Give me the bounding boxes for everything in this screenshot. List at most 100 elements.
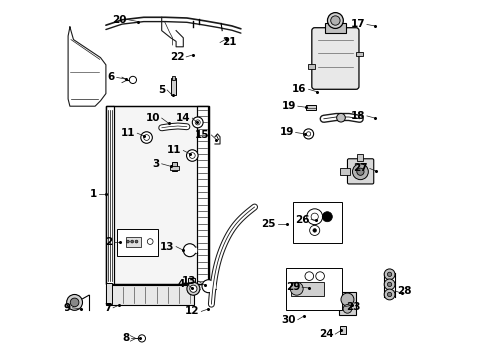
Circle shape	[189, 153, 195, 158]
FancyBboxPatch shape	[347, 159, 373, 184]
Circle shape	[384, 279, 394, 290]
Bar	[106, 285, 194, 305]
Circle shape	[386, 272, 391, 276]
Wedge shape	[208, 284, 215, 288]
Circle shape	[386, 282, 391, 287]
Text: 8: 8	[122, 333, 129, 343]
Text: 28: 28	[396, 286, 410, 296]
Bar	[306, 105, 316, 110]
Bar	[106, 283, 112, 304]
Circle shape	[356, 168, 363, 175]
Bar	[339, 168, 349, 175]
Text: 10: 10	[145, 113, 160, 123]
Circle shape	[183, 244, 196, 257]
Circle shape	[138, 335, 145, 342]
Circle shape	[327, 13, 343, 28]
Circle shape	[66, 294, 82, 310]
Bar	[291, 282, 323, 296]
Circle shape	[312, 229, 316, 232]
Circle shape	[306, 209, 322, 225]
Circle shape	[135, 240, 138, 243]
Text: 27: 27	[353, 163, 367, 174]
Circle shape	[315, 272, 324, 280]
Bar	[125, 237, 141, 247]
Circle shape	[195, 120, 200, 125]
Circle shape	[303, 129, 313, 139]
Bar	[197, 106, 207, 284]
Text: 19: 19	[279, 127, 293, 138]
Circle shape	[384, 289, 394, 300]
Text: 18: 18	[350, 111, 365, 121]
Bar	[170, 78, 176, 95]
Text: 20: 20	[112, 15, 126, 25]
Circle shape	[336, 113, 345, 122]
Bar	[106, 106, 114, 284]
Bar	[106, 106, 208, 284]
Text: 13: 13	[181, 276, 196, 286]
Text: 4: 4	[177, 279, 185, 289]
Bar	[355, 52, 362, 56]
Bar	[339, 326, 346, 334]
Circle shape	[129, 76, 136, 84]
Text: 26: 26	[294, 215, 309, 225]
Text: 7: 7	[104, 303, 111, 313]
Text: 15: 15	[195, 130, 209, 140]
Bar	[171, 162, 177, 171]
Circle shape	[310, 213, 318, 220]
Bar	[197, 106, 207, 284]
Bar	[325, 23, 345, 33]
Circle shape	[70, 298, 79, 307]
Circle shape	[384, 269, 394, 280]
Circle shape	[126, 240, 129, 243]
Circle shape	[202, 280, 215, 293]
Text: 11: 11	[167, 145, 181, 156]
Text: 5: 5	[158, 85, 165, 95]
Circle shape	[386, 292, 391, 297]
Bar	[338, 292, 355, 315]
Bar	[170, 166, 179, 170]
Text: 24: 24	[318, 329, 333, 339]
Bar	[171, 76, 175, 80]
Text: 2: 2	[105, 237, 112, 247]
Circle shape	[147, 239, 153, 244]
Text: 23: 23	[346, 302, 360, 312]
Circle shape	[309, 225, 319, 235]
Text: 19: 19	[281, 101, 295, 111]
Text: 21: 21	[222, 37, 236, 48]
Text: 25: 25	[261, 219, 275, 229]
Text: 12: 12	[184, 306, 199, 316]
Text: 22: 22	[169, 52, 184, 62]
Circle shape	[189, 285, 197, 292]
Circle shape	[141, 132, 152, 143]
Text: 29: 29	[285, 282, 300, 292]
Circle shape	[186, 150, 198, 161]
Circle shape	[330, 16, 339, 25]
Circle shape	[186, 282, 200, 295]
Text: 14: 14	[176, 113, 190, 123]
Text: 9: 9	[63, 303, 70, 313]
Bar	[117, 229, 158, 256]
Circle shape	[289, 282, 303, 295]
Bar	[356, 154, 363, 161]
Bar	[292, 202, 341, 243]
Bar	[285, 268, 341, 310]
Text: 1: 1	[89, 189, 97, 199]
Bar	[106, 106, 114, 284]
Circle shape	[340, 293, 353, 306]
Circle shape	[130, 240, 133, 243]
Text: 16: 16	[292, 84, 306, 94]
Text: 17: 17	[350, 19, 365, 30]
Text: 3: 3	[152, 159, 160, 169]
Bar	[307, 64, 314, 69]
Circle shape	[352, 164, 367, 180]
Circle shape	[306, 132, 310, 136]
FancyBboxPatch shape	[311, 28, 358, 89]
Circle shape	[305, 272, 313, 280]
Text: 11: 11	[121, 128, 135, 138]
Bar	[106, 106, 208, 284]
Wedge shape	[189, 248, 196, 252]
Circle shape	[192, 117, 203, 128]
Text: 6: 6	[107, 72, 115, 82]
Text: 30: 30	[281, 315, 295, 325]
Bar	[328, 298, 339, 303]
